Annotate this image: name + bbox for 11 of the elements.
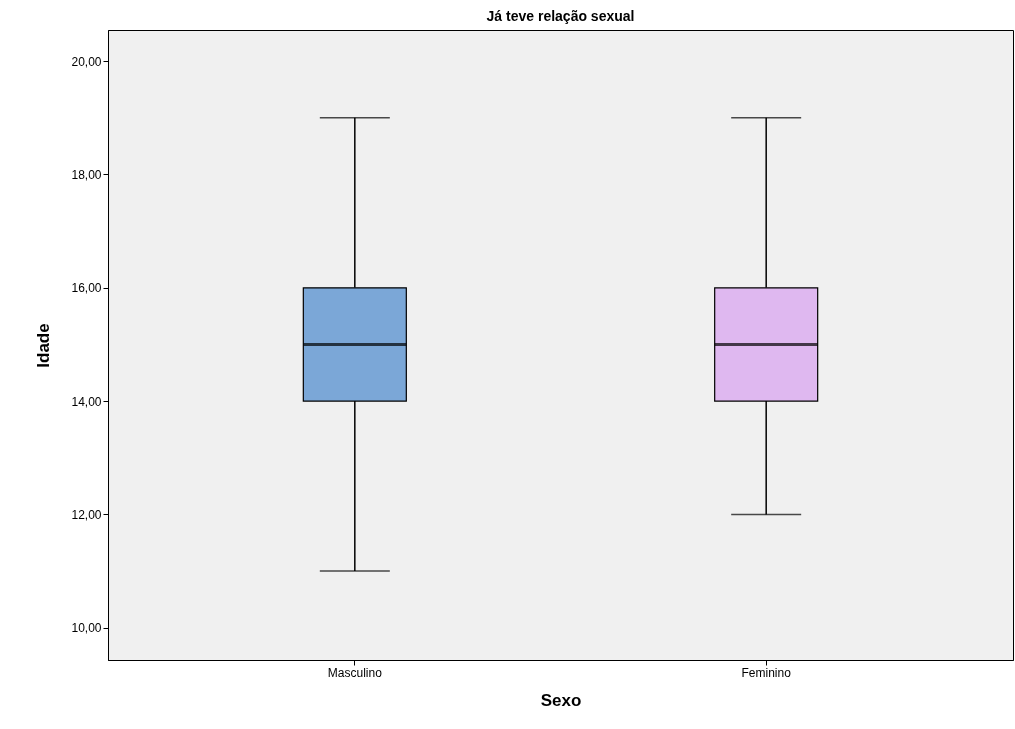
- y-tick-label: 14,00: [71, 394, 102, 409]
- y-tick-label: 10,00: [71, 621, 102, 636]
- y-tick-label: 18,00: [71, 167, 102, 182]
- x-tick-label: Feminino: [741, 665, 792, 680]
- x-tick-label: Masculino: [327, 665, 383, 680]
- chart-title: Já teve relação sexual: [486, 8, 635, 24]
- y-tick-label: 12,00: [71, 507, 102, 522]
- y-tick-label: 20,00: [71, 54, 102, 69]
- x-axis-title: Sexo: [540, 690, 582, 710]
- y-axis-title: Idade: [34, 323, 54, 368]
- y-tick-label: 16,00: [71, 281, 102, 296]
